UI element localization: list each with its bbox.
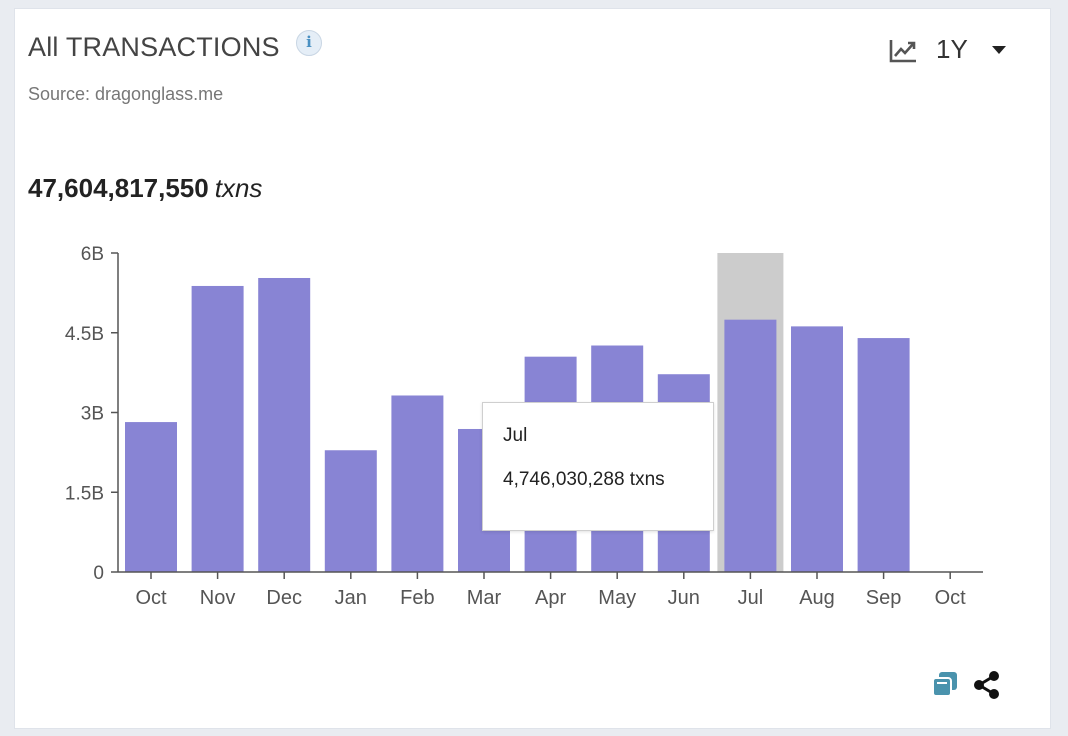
x-tick-label: Oct <box>935 587 967 609</box>
bar[interactable] <box>391 395 444 572</box>
x-tick-label: May <box>598 587 636 609</box>
chart-title: All TRANSACTIONS <box>28 32 280 62</box>
bar[interactable] <box>258 277 311 572</box>
x-tick-label: Dec <box>266 587 302 609</box>
share-icon[interactable] <box>972 670 1002 700</box>
tooltip-month: Jul <box>503 425 528 446</box>
x-tick-label: Jun <box>668 587 700 609</box>
tooltip-value: 4,746,030,288 txns <box>503 469 665 490</box>
x-tick-label: Aug <box>799 587 835 609</box>
total-unit: txns <box>214 173 263 203</box>
bar[interactable] <box>125 422 177 572</box>
x-tick-label: Mar <box>467 587 502 609</box>
caret-down-icon[interactable] <box>992 46 1006 54</box>
source-label: Source: dragonglass.me <box>28 84 224 104</box>
x-tick-label: Jan <box>335 587 367 609</box>
x-tick-label: Feb <box>400 587 434 609</box>
bar[interactable] <box>724 319 777 572</box>
x-tick-label: Sep <box>866 587 902 609</box>
bar[interactable] <box>324 450 377 572</box>
x-tick-label: Oct <box>135 587 167 609</box>
x-tick-label: Jul <box>738 587 764 609</box>
y-tick-label: 3B <box>81 404 104 425</box>
line-chart-icon[interactable] <box>888 38 918 64</box>
y-tick-label: 6B <box>81 244 104 265</box>
y-tick-label: 0 <box>93 563 104 584</box>
y-tick-label: 4.5B <box>65 324 104 345</box>
y-tick-label: 1.5B <box>65 483 104 504</box>
total-count: 47,604,817,550 txns <box>28 173 262 204</box>
bar[interactable] <box>791 326 843 572</box>
info-icon[interactable]: i <box>296 30 322 56</box>
x-tick-label: Apr <box>535 587 566 609</box>
x-tick-label: Nov <box>200 587 236 609</box>
bar[interactable] <box>191 285 244 572</box>
chart-tooltip: Jul 4,746,030,288 txns <box>482 402 714 531</box>
total-value: 47,604,817,550 <box>28 173 209 203</box>
export-icon[interactable] <box>930 670 960 700</box>
bar[interactable] <box>857 338 910 572</box>
range-selector[interactable]: 1Y <box>936 34 968 64</box>
